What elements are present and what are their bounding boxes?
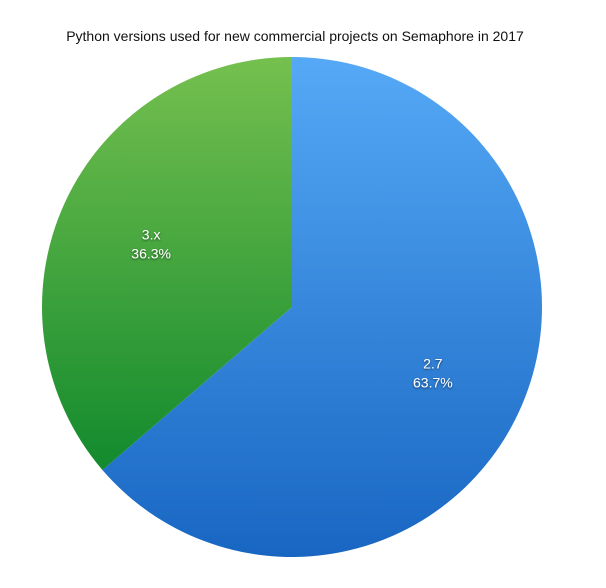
slice-label: 3.x xyxy=(142,226,161,242)
pie-slice-3x xyxy=(41,57,292,470)
slice-value-label: 36.3% xyxy=(131,245,171,261)
chart-title: Python versions used for new commercial … xyxy=(66,28,524,44)
pie-slice-27 xyxy=(102,57,543,557)
slice-value-label: 63.7% xyxy=(413,375,453,391)
slice-label: 2.7 xyxy=(423,356,443,372)
